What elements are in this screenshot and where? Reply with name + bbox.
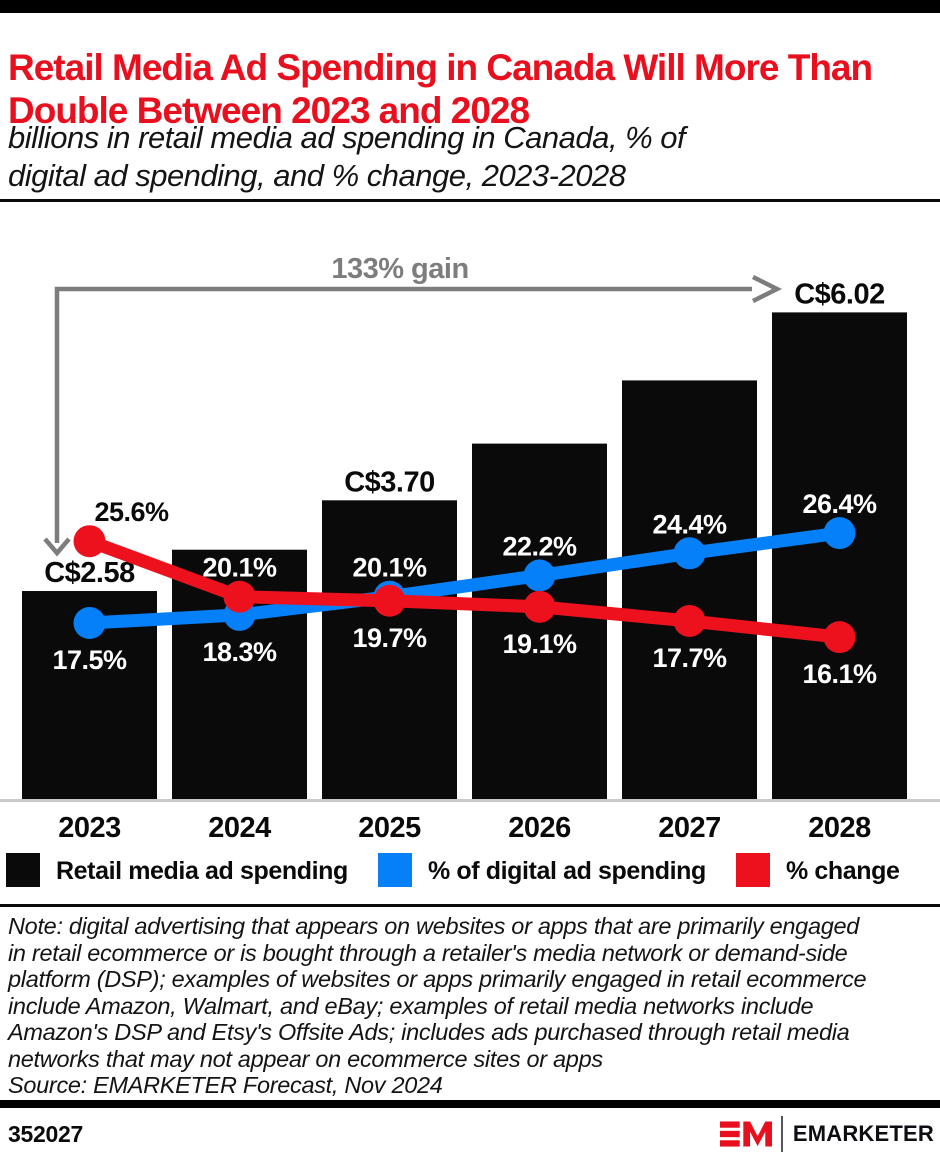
point-1-2026 bbox=[523, 590, 556, 623]
bar-value-label-2023: C$2.58 bbox=[44, 557, 135, 589]
bar-2027 bbox=[622, 380, 757, 800]
chart-legend: Retail media ad spending % of digital ad… bbox=[0, 848, 940, 894]
gain-arrow-right-head-icon bbox=[751, 274, 783, 304]
point-label-0-2028: 26.4% bbox=[802, 489, 877, 519]
point-0-2026 bbox=[523, 559, 556, 592]
point-label-0-2026: 22.2% bbox=[502, 532, 577, 562]
emarketer-logo: EMARKETER bbox=[719, 1114, 934, 1154]
legend-label-retail-media: Retail media ad spending bbox=[56, 857, 348, 885]
x-tick-2024: 2024 bbox=[208, 812, 271, 844]
chart-svg: 133% gain C$2.58 C$3.70 C$6.02 17.5% 18.3% 20.… bbox=[0, 253, 940, 844]
title-line-1: Retail Media Ad Spending in Canada Will … bbox=[8, 46, 873, 88]
gain-annotation-label: 133% gain bbox=[331, 253, 468, 285]
header-divider bbox=[0, 199, 940, 202]
note-divider bbox=[0, 904, 940, 907]
note-line: Note: digital advertising that appears o… bbox=[8, 913, 860, 939]
point-label-1-2026: 19.1% bbox=[502, 629, 577, 659]
line-series-0 bbox=[89, 526, 841, 630]
x-tick-2023: 2023 bbox=[58, 812, 121, 844]
point-1-2027 bbox=[673, 604, 706, 637]
x-tick-2027: 2027 bbox=[658, 812, 721, 844]
legend-swatch-retail-media bbox=[6, 853, 40, 887]
point-1-2028 bbox=[823, 621, 856, 654]
legend-swatch-pct-change bbox=[736, 853, 770, 887]
bar-2025 bbox=[322, 500, 457, 800]
point-label-1-2025: 19.7% bbox=[352, 623, 427, 653]
bar-value-label-2028: C$6.02 bbox=[794, 278, 885, 310]
footer-border-bar bbox=[0, 1100, 940, 1108]
legend-label-pct-change: % change bbox=[786, 857, 900, 885]
point-1-2023 bbox=[73, 525, 106, 558]
chart-id: 352027 bbox=[8, 1121, 83, 1147]
point-1-2024 bbox=[223, 580, 256, 613]
point-label-1-2023: 25.6% bbox=[94, 497, 169, 527]
brand-wordmark: EMARKETER bbox=[792, 1121, 934, 1146]
chart-subtitle: billions in retail media ad spending in … bbox=[8, 119, 938, 195]
note-line: networks that may not appear on ecommerc… bbox=[8, 1045, 603, 1072]
subtitle-line-2: digital ad spending, and % change, 2023-… bbox=[8, 158, 626, 193]
subtitle-line-1: billions in retail media ad spending in … bbox=[8, 120, 686, 155]
legend-swatch-pct-digital bbox=[378, 853, 412, 887]
point-1-2025 bbox=[373, 584, 406, 617]
point-label-1-2027: 17.7% bbox=[652, 643, 727, 673]
point-label-0-2023: 17.5% bbox=[52, 645, 127, 675]
point-label-1-2024: 20.1% bbox=[202, 553, 277, 583]
legend-label-pct-digital: % of digital ad spending bbox=[428, 857, 706, 885]
note-line: Amazon's DSP and Etsy's Offsite Ads; inc… bbox=[8, 1019, 850, 1045]
point-label-0-2025: 20.1% bbox=[352, 553, 427, 583]
note-line: include Amazon, Walmart, and eBay; examp… bbox=[8, 992, 814, 1019]
gain-arrow-line bbox=[54, 286, 752, 543]
point-0-2027 bbox=[673, 537, 706, 570]
title-line-2: Double Between 2023 and 2028 bbox=[8, 89, 530, 131]
x-tick-2026: 2026 bbox=[508, 812, 571, 844]
page-title: Retail Media Ad Spending in Canada Will … bbox=[8, 46, 938, 132]
x-axis-line bbox=[0, 799, 940, 802]
point-label-0-2024: 18.3% bbox=[202, 637, 277, 667]
bar-2028 bbox=[772, 312, 907, 800]
point-label-1-2028: 16.1% bbox=[802, 659, 877, 689]
note-line: in retail ecommerce or is bought through… bbox=[8, 939, 848, 966]
gain-arrow-down-head-icon bbox=[43, 537, 71, 557]
point-0-2023 bbox=[73, 607, 106, 639]
point-0-2028 bbox=[823, 517, 856, 550]
bar-value-label-2025: C$3.70 bbox=[344, 466, 435, 498]
note-line: platform (DSP); examples of websites or … bbox=[8, 966, 867, 992]
x-tick-2028: 2028 bbox=[808, 812, 871, 844]
logo-separator bbox=[780, 1116, 783, 1152]
emarketer-logo-mark-icon bbox=[719, 1121, 772, 1147]
note-block: Note: digital advertising that appears o… bbox=[8, 913, 932, 1099]
line-series-1 bbox=[87, 535, 841, 644]
top-border-bar bbox=[0, 0, 940, 13]
source-line: Source: EMARKETER Forecast, Nov 2024 bbox=[8, 1072, 443, 1098]
x-tick-2025: 2025 bbox=[358, 812, 421, 844]
point-label-0-2027: 24.4% bbox=[652, 509, 727, 539]
